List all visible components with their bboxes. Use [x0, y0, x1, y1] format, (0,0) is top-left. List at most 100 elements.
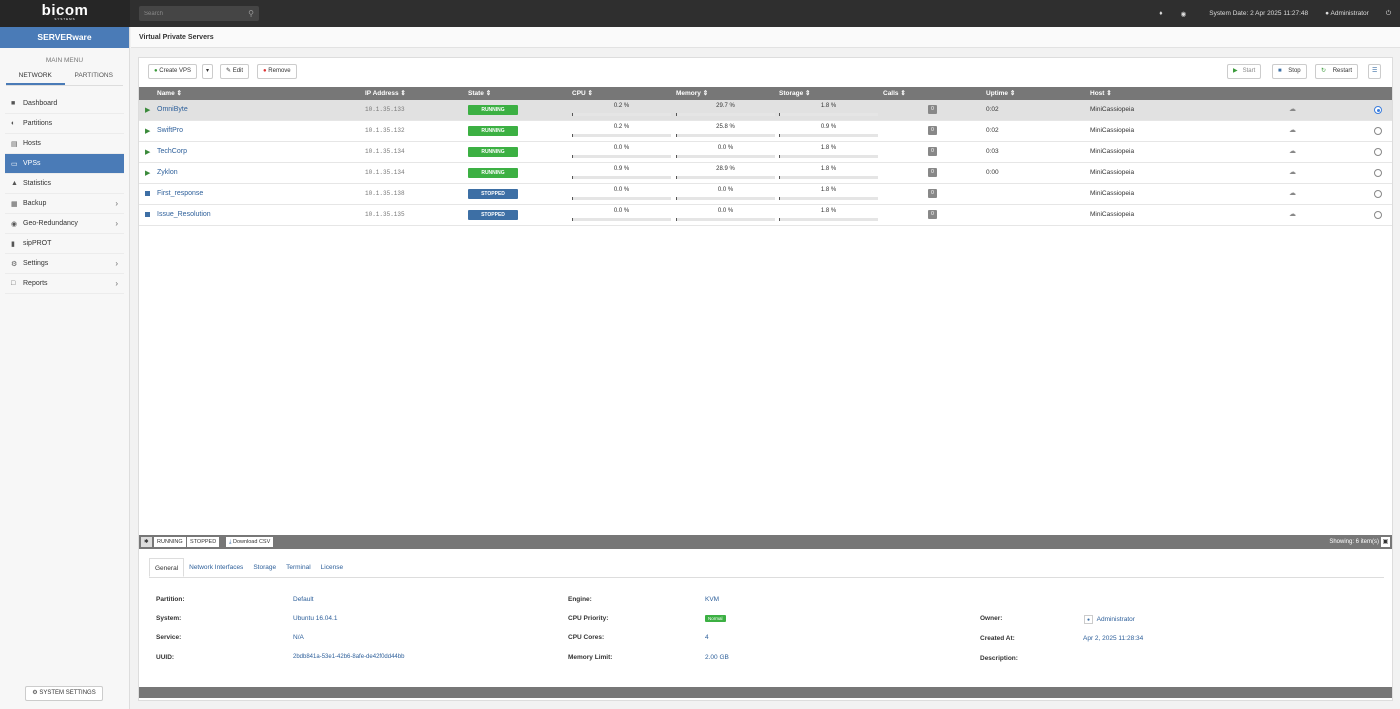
power-icon[interactable]: ⏻	[1385, 9, 1391, 17]
vps-icon: ▭	[11, 160, 18, 168]
download-csv-button[interactable]: ⤓ Download CSV	[226, 537, 274, 547]
state-badge: RUNNING	[468, 126, 518, 136]
sidebar-item-vpss[interactable]: ▭ VPSs	[5, 154, 124, 174]
col-storage[interactable]: Storage ⇕	[779, 87, 810, 100]
sidebar-item-sipprot[interactable]: ▮ sipPROT	[5, 234, 124, 254]
sidebar-item-settings[interactable]: ⚙ Settings ›	[5, 254, 124, 274]
uuid-value: 2bdb841a-53e1-42b6-8afe-de42f0dd44bb	[293, 654, 405, 660]
reports-icon: □	[11, 280, 16, 287]
vps-name[interactable]: First_response	[157, 190, 204, 197]
row-select-radio[interactable]	[1374, 127, 1382, 135]
sidebar-item-backup[interactable]: ▦ Backup ›	[5, 194, 124, 214]
table-row[interactable]: First_response 10.1.35.138 STOPPED 0.0 %…	[139, 184, 1392, 205]
tab-network[interactable]: NETWORK	[6, 68, 65, 85]
gear-icon: ⚙	[32, 690, 38, 696]
row-select-radio[interactable]	[1374, 106, 1382, 114]
row-select-radio[interactable]	[1374, 148, 1382, 156]
detail-tabs: General Network Interfaces Storage Termi…	[149, 558, 1384, 578]
sidebar-item-geo-redundancy[interactable]: ◉ Geo-Redundancy ›	[5, 214, 124, 234]
col-ip[interactable]: IP Address ⇕	[365, 87, 406, 100]
table-row[interactable]: ▶ OmniByte 10.1.35.133 RUNNING 0.2 % 29.…	[139, 100, 1392, 121]
host-name: MiniCassiopeia	[1090, 190, 1135, 197]
col-name[interactable]: Name ⇕	[157, 87, 182, 100]
support-icon[interactable]: ◉	[1180, 10, 1187, 18]
table-row[interactable]: ▶ TechCorp 10.1.35.134 RUNNING 0.0 % 0.0…	[139, 142, 1392, 163]
sidebar-item-label: Partitions	[23, 120, 53, 127]
sidebar-item-statistics[interactable]: ▲ Statistics	[5, 174, 124, 194]
vps-ip: 10.1.35.133	[365, 106, 405, 113]
table-row[interactable]: ▶ SwiftPro 10.1.35.132 RUNNING 0.2 % 25.…	[139, 121, 1392, 142]
main-content: Virtual Private Servers ● Create VPS ▾ ✎…	[131, 27, 1400, 709]
col-cpu[interactable]: CPU ⇕	[572, 87, 593, 100]
vps-name[interactable]: OmniByte	[157, 106, 188, 113]
restart-button[interactable]: ↻ Restart	[1315, 64, 1359, 79]
cloud-icon[interactable]: ☁	[1289, 106, 1296, 113]
filter-toggle-button[interactable]: ✱	[141, 537, 152, 547]
tab-partitions[interactable]: PARTITIONS	[74, 72, 113, 79]
table-header: Name ⇕ IP Address ⇕ State ⇕ CPU ⇕ Memory…	[139, 87, 1392, 100]
vps-name[interactable]: SwiftPro	[157, 127, 184, 134]
cloud-icon[interactable]: ☁	[1289, 190, 1296, 197]
table-row[interactable]: Issue_Resolution 10.1.35.135 STOPPED 0.0…	[139, 205, 1392, 226]
create-dropdown-button[interactable]: ▾	[202, 64, 214, 79]
sidebar-item-hosts[interactable]: ▤ Hosts	[5, 134, 124, 154]
remove-button[interactable]: ● Remove	[257, 64, 297, 79]
cloud-icon[interactable]: ☁	[1289, 169, 1296, 176]
stopped-icon	[145, 191, 150, 196]
row-select-radio[interactable]	[1374, 169, 1382, 177]
vps-name[interactable]: Issue_Resolution	[157, 211, 211, 218]
running-icon: ▶	[145, 128, 151, 135]
partition-value[interactable]: Default	[293, 596, 314, 603]
search-input[interactable]	[139, 6, 239, 21]
tab-general[interactable]: General	[149, 558, 185, 577]
col-host[interactable]: Host ⇕	[1090, 87, 1112, 100]
table-row[interactable]: ▶ Zyklon 10.1.35.134 RUNNING 0.9 % 28.9 …	[139, 163, 1392, 184]
user-menu[interactable]: ● Administrator	[1317, 10, 1377, 17]
vps-ip: 10.1.35.135	[365, 211, 405, 218]
sort-icon: ⇕	[485, 90, 492, 97]
state-badge: RUNNING	[468, 105, 518, 115]
logo[interactable]: bicom SYSTEMS	[0, 0, 130, 27]
trash-icon[interactable]: ▣	[1381, 537, 1390, 547]
cloud-icon[interactable]: ☁	[1289, 148, 1296, 155]
sidebar-item-reports[interactable]: □ Reports ›	[5, 274, 124, 294]
memory-limit-label: Memory Limit:	[568, 654, 613, 661]
col-calls[interactable]: Calls ⇕	[883, 87, 906, 100]
bell-icon[interactable]: ♦	[1159, 10, 1163, 17]
cloud-icon[interactable]: ☁	[1289, 127, 1296, 134]
row-select-radio[interactable]	[1374, 190, 1382, 198]
stop-button[interactable]: ■ Stop	[1272, 64, 1307, 79]
tab-network-interfaces[interactable]: Network Interfaces	[189, 564, 244, 571]
sidebar-item-label: Settings	[23, 260, 49, 267]
tab-terminal[interactable]: Terminal	[286, 564, 311, 571]
system-settings-button[interactable]: ⚙ SYSTEM SETTINGS	[25, 686, 103, 701]
owner-name: Administrator	[1096, 616, 1135, 623]
search-icon[interactable]: ⚲	[248, 9, 254, 18]
main-menu-label: MAIN MENU	[45, 57, 84, 64]
vps-panel: ● Create VPS ▾ ✎ Edit ● Remove ▶ Start ■…	[138, 57, 1393, 701]
edit-button[interactable]: ✎ Edit	[220, 64, 250, 79]
asterisk-icon: ✱	[144, 539, 149, 545]
create-vps-button[interactable]: ● Create VPS	[148, 64, 197, 79]
engine-label: Engine:	[568, 596, 592, 603]
vps-name[interactable]: Zyklon	[157, 169, 178, 176]
sidebar-item-partitions[interactable]: ◐ Partitions	[5, 114, 124, 134]
filter-running-button[interactable]: RUNNING	[154, 537, 186, 547]
mem-usage-bar	[676, 113, 775, 116]
tab-license[interactable]: License	[320, 564, 344, 571]
col-memory[interactable]: Memory ⇕	[676, 87, 708, 100]
col-uptime[interactable]: Uptime ⇕	[986, 87, 1015, 100]
filter-stopped-button[interactable]: STOPPED	[187, 537, 220, 547]
start-button[interactable]: ▶ Start	[1227, 64, 1262, 79]
row-select-radio[interactable]	[1374, 211, 1382, 219]
header-label: Memory	[676, 90, 701, 97]
vps-name[interactable]: TechCorp	[157, 148, 187, 155]
cloud-icon[interactable]: ☁	[1289, 211, 1296, 218]
columns-button[interactable]: ☰	[1368, 64, 1382, 79]
edit-label: Edit	[232, 68, 244, 74]
sidebar-item-dashboard[interactable]: ■ Dashboard	[5, 94, 124, 114]
tab-storage[interactable]: Storage	[253, 564, 277, 571]
owner-value[interactable]: ● Administrator	[1084, 615, 1135, 624]
col-state[interactable]: State ⇕	[468, 87, 491, 100]
header-label: CPU	[572, 90, 586, 97]
